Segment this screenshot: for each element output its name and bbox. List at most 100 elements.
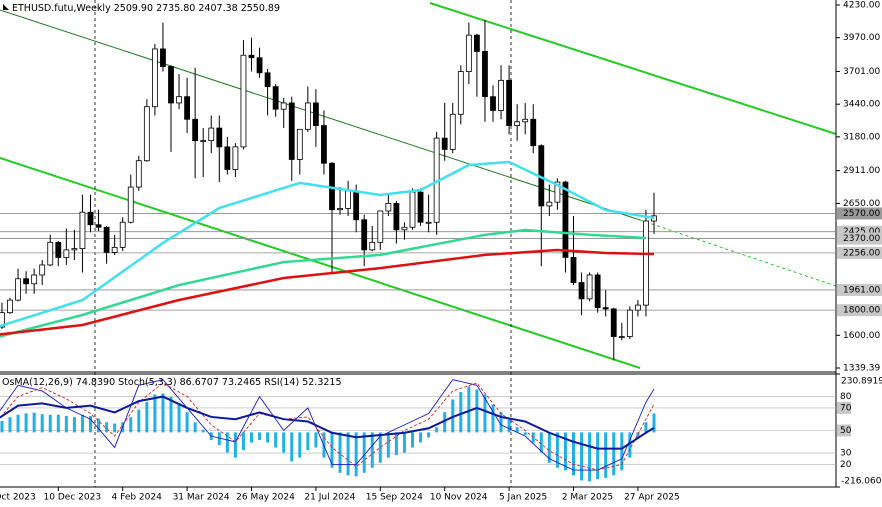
header-icon — [3, 4, 9, 10]
level-label: 2256.00 — [843, 248, 880, 258]
osma-bar — [48, 414, 52, 433]
y-tick-label: 2911.00 — [843, 166, 880, 176]
symbol: ETHUSD.futu,Weekly — [12, 3, 111, 14]
y-tick-label: 3180.00 — [843, 132, 880, 142]
level-box — [837, 304, 882, 317]
osma-bar — [370, 432, 374, 468]
osma-bar — [491, 404, 495, 433]
candle-body — [321, 125, 327, 164]
osma-bar — [89, 415, 92, 433]
trend-line — [429, 2, 837, 135]
osma-bar — [354, 432, 358, 477]
candle-body — [546, 201, 553, 207]
osma-bar — [435, 427, 439, 433]
candle-body — [401, 226, 408, 231]
indicator-line — [0, 379, 655, 471]
candle-body — [522, 118, 529, 123]
osma-bar — [8, 417, 12, 433]
osma-bar — [515, 427, 519, 433]
candle-body — [184, 96, 191, 120]
osma-bar — [427, 432, 431, 438]
candle-body — [256, 57, 263, 74]
stoch-signal-value: 73.2465 — [222, 377, 261, 388]
level-box — [837, 283, 882, 296]
osma-bar — [628, 432, 632, 458]
candle-body — [643, 220, 649, 306]
candle-body — [15, 278, 21, 301]
candle-body — [280, 102, 287, 110]
level-box — [837, 246, 882, 259]
moving-average — [0, 248, 655, 336]
candle-body — [168, 66, 174, 104]
x-tick-label: 27 Apr 2025 — [624, 493, 680, 503]
candle-body — [296, 128, 303, 160]
osma-bar — [523, 432, 527, 435]
osma-bar — [507, 419, 511, 433]
osma-bar — [193, 422, 197, 433]
candle-body — [304, 102, 311, 130]
osma-bar — [612, 432, 616, 476]
candle-body — [498, 79, 504, 111]
osma-bar — [636, 432, 640, 438]
rsi-name: RSI(14) — [264, 377, 299, 388]
candle-body — [490, 96, 496, 111]
osma-bar — [250, 432, 253, 443]
osma-bar — [145, 402, 149, 433]
tick-box — [837, 401, 851, 414]
candle-body — [610, 308, 617, 337]
y2-tick-label: 230.8919 — [841, 377, 882, 387]
osma-bar — [282, 432, 286, 453]
candle-body — [216, 127, 223, 148]
osma-bar — [539, 432, 543, 453]
x-tick-label: 15 Oct 2023 — [0, 493, 36, 503]
moving-average — [0, 160, 655, 328]
osma-bar — [153, 394, 157, 433]
osma-bar — [362, 432, 366, 473]
candle-body — [353, 190, 360, 221]
osma-bar — [298, 432, 302, 458]
trend-line — [0, 157, 641, 369]
stoch-name: Stoch(5,3,3) — [118, 377, 176, 388]
chart-header: ETHUSD.futu,Weekly 2509.90 2735.80 2407.… — [12, 3, 280, 14]
candle-body — [361, 219, 368, 251]
osma-bar — [604, 432, 608, 478]
x-tick-label: 26 May 2024 — [236, 493, 295, 503]
open: 2509.90 — [114, 3, 153, 14]
osma-bar — [16, 414, 20, 433]
y-tick-label: 4230.00 — [843, 1, 880, 11]
trend-line — [0, 9, 641, 221]
candle-body — [79, 211, 86, 250]
osma-bar — [113, 423, 117, 433]
candle-body — [39, 264, 46, 276]
candle-body — [55, 241, 62, 258]
candle-body — [594, 274, 601, 309]
candle-body — [200, 140, 207, 143]
level-label: 2570.00 — [843, 209, 880, 219]
osma-bar — [620, 432, 624, 471]
candle-body — [111, 246, 118, 253]
candle-body — [143, 106, 150, 162]
osma-value: 74.8390 — [76, 377, 115, 388]
candle-body — [514, 121, 521, 126]
osma-bar — [483, 394, 487, 433]
candle-body — [264, 72, 271, 88]
x-tick-label: 2 Mar 2025 — [562, 493, 613, 503]
candle-body — [119, 221, 126, 248]
osma-bar — [0, 420, 4, 433]
indicator-header: OsMA(12,26,9) 74.8390 Stoch(5,3,3) 86.67… — [2, 377, 342, 388]
osma-bar — [443, 412, 447, 433]
osma-bar — [499, 412, 503, 433]
osma-bar — [555, 432, 559, 468]
candle-body — [63, 249, 70, 258]
osma-bar — [580, 432, 584, 481]
candle-body — [95, 224, 102, 228]
candle-body — [176, 96, 182, 104]
candle-body — [288, 102, 295, 160]
candle-body — [369, 241, 376, 251]
osma-bar — [330, 432, 334, 468]
y-tick-label: 3440.00 — [843, 100, 880, 110]
candle-body — [0, 312, 5, 328]
candle-body — [562, 181, 569, 258]
